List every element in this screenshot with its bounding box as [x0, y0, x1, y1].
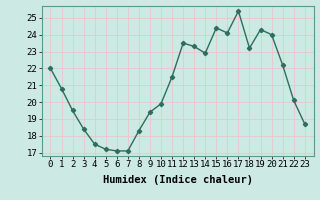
X-axis label: Humidex (Indice chaleur): Humidex (Indice chaleur): [103, 175, 252, 185]
